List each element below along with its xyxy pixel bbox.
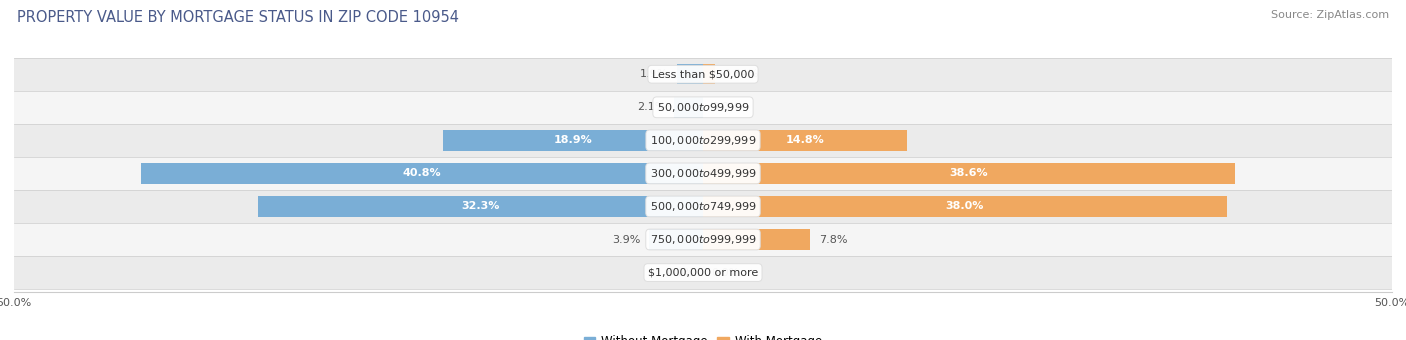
Text: 3.9%: 3.9% (613, 235, 641, 244)
Bar (257, 196, 703, 217)
Bar (14, 190, 1392, 223)
Text: $750,000 to $999,999: $750,000 to $999,999 (650, 233, 756, 246)
Bar (703, 196, 1226, 217)
Text: $1,000,000 or more: $1,000,000 or more (648, 268, 758, 277)
Text: 0.0%: 0.0% (666, 268, 695, 277)
Text: Less than $50,000: Less than $50,000 (652, 69, 754, 79)
Text: 18.9%: 18.9% (554, 135, 592, 145)
Text: $100,000 to $299,999: $100,000 to $299,999 (650, 134, 756, 147)
Bar (14, 58, 1392, 91)
Text: 7.8%: 7.8% (818, 235, 848, 244)
Text: 1.9%: 1.9% (640, 69, 669, 79)
Bar (14, 223, 1392, 256)
Bar (703, 163, 1234, 184)
Bar (14, 256, 1392, 289)
Bar (650, 229, 703, 250)
Bar (703, 229, 810, 250)
Text: 38.6%: 38.6% (949, 168, 988, 179)
Bar (703, 64, 714, 84)
Bar (443, 130, 703, 151)
Bar (14, 124, 1392, 157)
Text: $300,000 to $499,999: $300,000 to $499,999 (650, 167, 756, 180)
Bar (14, 91, 1392, 124)
Text: 32.3%: 32.3% (461, 202, 499, 211)
Text: 0.0%: 0.0% (711, 268, 740, 277)
Text: 38.0%: 38.0% (946, 202, 984, 211)
Text: 2.1%: 2.1% (637, 102, 666, 112)
Text: 0.0%: 0.0% (711, 102, 740, 112)
Bar (673, 97, 703, 118)
Text: $500,000 to $749,999: $500,000 to $749,999 (650, 200, 756, 213)
Text: 14.8%: 14.8% (786, 135, 824, 145)
Text: 40.8%: 40.8% (402, 168, 441, 179)
Text: $50,000 to $99,999: $50,000 to $99,999 (657, 101, 749, 114)
Text: Source: ZipAtlas.com: Source: ZipAtlas.com (1271, 10, 1389, 20)
Bar (676, 64, 703, 84)
Text: PROPERTY VALUE BY MORTGAGE STATUS IN ZIP CODE 10954: PROPERTY VALUE BY MORTGAGE STATUS IN ZIP… (17, 10, 458, 25)
Bar (703, 130, 907, 151)
Legend: Without Mortgage, With Mortgage: Without Mortgage, With Mortgage (579, 331, 827, 340)
Bar (14, 157, 1392, 190)
Bar (141, 163, 703, 184)
Text: 0.84%: 0.84% (723, 69, 758, 79)
